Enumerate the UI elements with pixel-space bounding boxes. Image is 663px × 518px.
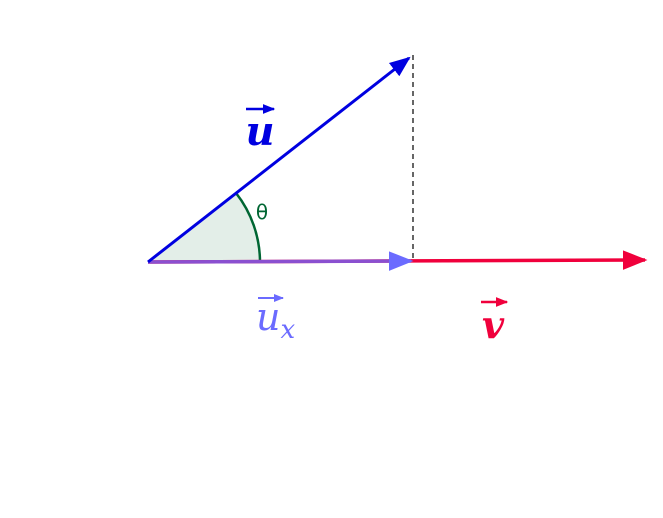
u-label: u (245, 108, 274, 155)
ux-label: ux (256, 295, 295, 345)
angle-arc (235, 192, 262, 263)
angle-sector (148, 193, 260, 262)
theta-label: θ (256, 200, 268, 224)
v-label: v (482, 302, 505, 347)
vector-u (147, 56, 411, 264)
ux-subscript: x (280, 315, 295, 345)
ux-base: u (256, 295, 280, 339)
vector-ux (147, 251, 414, 271)
